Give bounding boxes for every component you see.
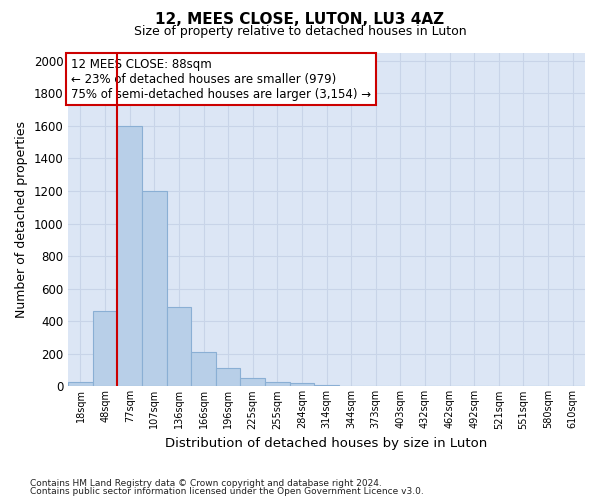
- Bar: [241, 378, 265, 386]
- Text: 12 MEES CLOSE: 88sqm
← 23% of detached houses are smaller (979)
75% of semi-deta: 12 MEES CLOSE: 88sqm ← 23% of detached h…: [71, 58, 371, 100]
- Bar: [216, 368, 241, 386]
- Bar: [142, 191, 167, 386]
- Text: Size of property relative to detached houses in Luton: Size of property relative to detached ho…: [134, 25, 466, 38]
- Text: 12, MEES CLOSE, LUTON, LU3 4AZ: 12, MEES CLOSE, LUTON, LU3 4AZ: [155, 12, 445, 28]
- Bar: [167, 306, 191, 386]
- Bar: [314, 385, 339, 386]
- Y-axis label: Number of detached properties: Number of detached properties: [15, 121, 28, 318]
- Text: Contains public sector information licensed under the Open Government Licence v3: Contains public sector information licen…: [30, 487, 424, 496]
- Bar: [118, 126, 142, 386]
- Bar: [191, 352, 216, 386]
- Bar: [290, 383, 314, 386]
- X-axis label: Distribution of detached houses by size in Luton: Distribution of detached houses by size …: [166, 437, 488, 450]
- Text: Contains HM Land Registry data © Crown copyright and database right 2024.: Contains HM Land Registry data © Crown c…: [30, 478, 382, 488]
- Bar: [68, 382, 93, 386]
- Bar: [93, 312, 118, 386]
- Bar: [265, 382, 290, 386]
